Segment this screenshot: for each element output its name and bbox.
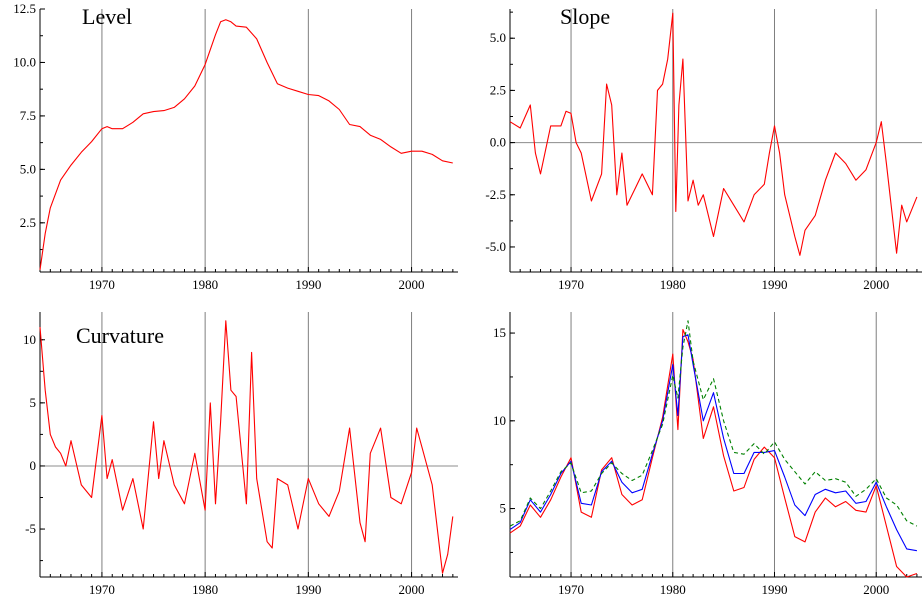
- x-tick-label: 1980: [660, 277, 686, 292]
- x-tick-label: 2000: [399, 277, 425, 292]
- chart-panel-1: 2.5 5.0 7.5 10.0 12.5 1970 1980 1990 2000 Level: [13, 1, 458, 292]
- y-tick-label: 5.0: [490, 30, 506, 45]
- y-tick-label: 5: [500, 501, 507, 516]
- chart-panel-2: -5.0 -2.5 0.0 2.5 5.0 1970 1980 1990 2000 Slope: [485, 4, 922, 292]
- x-tick-label: 1990: [761, 277, 787, 292]
- x-tick-label: 1970: [558, 277, 584, 292]
- x-tick-label: 1990: [295, 277, 321, 292]
- x-tick-label: 1980: [192, 582, 218, 597]
- x-tick-label: 1990: [295, 582, 321, 597]
- series-line-1: [39, 19, 453, 270]
- y-tick-label: 10.0: [13, 54, 36, 69]
- y-tick-label: 0.0: [490, 135, 506, 150]
- series-line-1: [39, 320, 454, 574]
- x-tick-label: 2000: [863, 582, 889, 597]
- x-tick-label: 1970: [89, 582, 115, 597]
- y-tick-label: 0: [30, 458, 37, 473]
- y-tick-label: 7.5: [20, 108, 36, 123]
- panel-title: Curvature: [76, 323, 164, 348]
- y-tick-label: 5.0: [20, 161, 36, 176]
- chart-panel-4: 5 10 15 1970 1980 1990 2000: [493, 312, 922, 597]
- y-tick-label: 2.5: [20, 215, 36, 230]
- series-line-1: [509, 12, 918, 256]
- y-tick-label: -2.5: [485, 187, 506, 202]
- y-tick-label: -5: [25, 521, 36, 536]
- x-tick-label: 1980: [660, 582, 686, 597]
- y-tick-label: -5.0: [485, 239, 506, 254]
- series-line-1: [509, 328, 918, 578]
- x-tick-label: 1970: [558, 582, 584, 597]
- x-tick-label: 1970: [89, 277, 115, 292]
- panel-title: Level: [82, 4, 132, 29]
- x-tick-label: 1980: [192, 277, 218, 292]
- series-line-2: [509, 334, 917, 552]
- x-tick-label: 2000: [863, 277, 889, 292]
- y-tick-label: 12.5: [13, 1, 36, 16]
- y-tick-label: 2.5: [490, 82, 506, 97]
- y-tick-label: 15: [493, 325, 506, 340]
- y-tick-label: 10: [493, 413, 506, 428]
- x-tick-label: 1990: [761, 582, 787, 597]
- chart-panel-3: -5 0 5 10 1970 1980 1990 2000 Curvature: [23, 312, 458, 597]
- y-tick-label: 5: [30, 395, 37, 410]
- panel-title: Slope: [560, 4, 610, 29]
- y-tick-label: 10: [23, 332, 36, 347]
- x-tick-label: 2000: [399, 582, 425, 597]
